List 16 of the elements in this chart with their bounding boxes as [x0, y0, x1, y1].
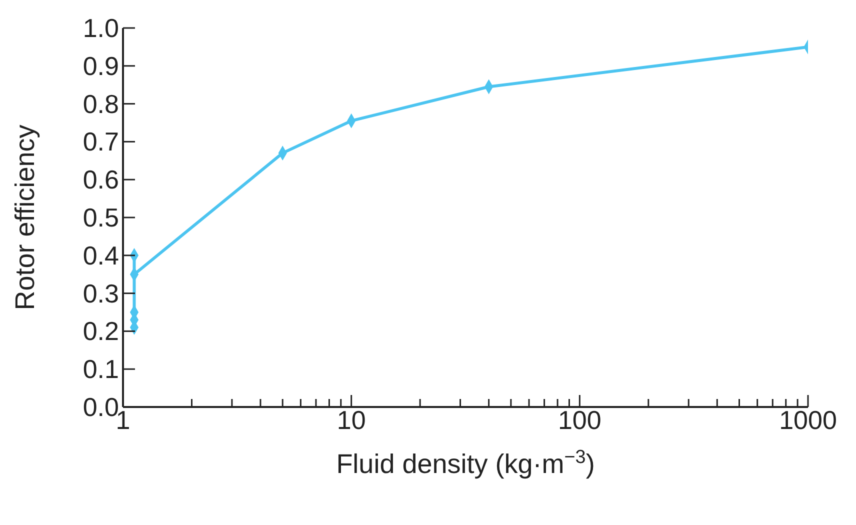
y-tick-label: 0.3	[82, 278, 119, 308]
y-tick-label: 0.7	[82, 126, 119, 157]
x-axis-title: Fluid density (kg·m$^{−3}$)	[336, 446, 595, 479]
y-tick-label: 0.4	[82, 240, 119, 270]
x-tick-label: 10	[336, 405, 366, 435]
x-tick-label: 1000	[779, 405, 837, 435]
y-tick-label: 0.5	[82, 202, 119, 232]
y-tick-label: 0.9	[82, 50, 119, 81]
y-tick-label: 0.8	[82, 88, 119, 119]
y-tick-label: 0.1	[82, 354, 119, 384]
y-tick-label: 0.6	[82, 164, 119, 195]
y-tick-label: 0.2	[82, 316, 119, 346]
x-tick-label: 100	[558, 405, 602, 435]
y-tick-label: 0.0	[82, 392, 119, 422]
y-axis-title: Rotor efficiency	[10, 124, 40, 310]
y-tick-label: 1.0	[82, 13, 119, 43]
